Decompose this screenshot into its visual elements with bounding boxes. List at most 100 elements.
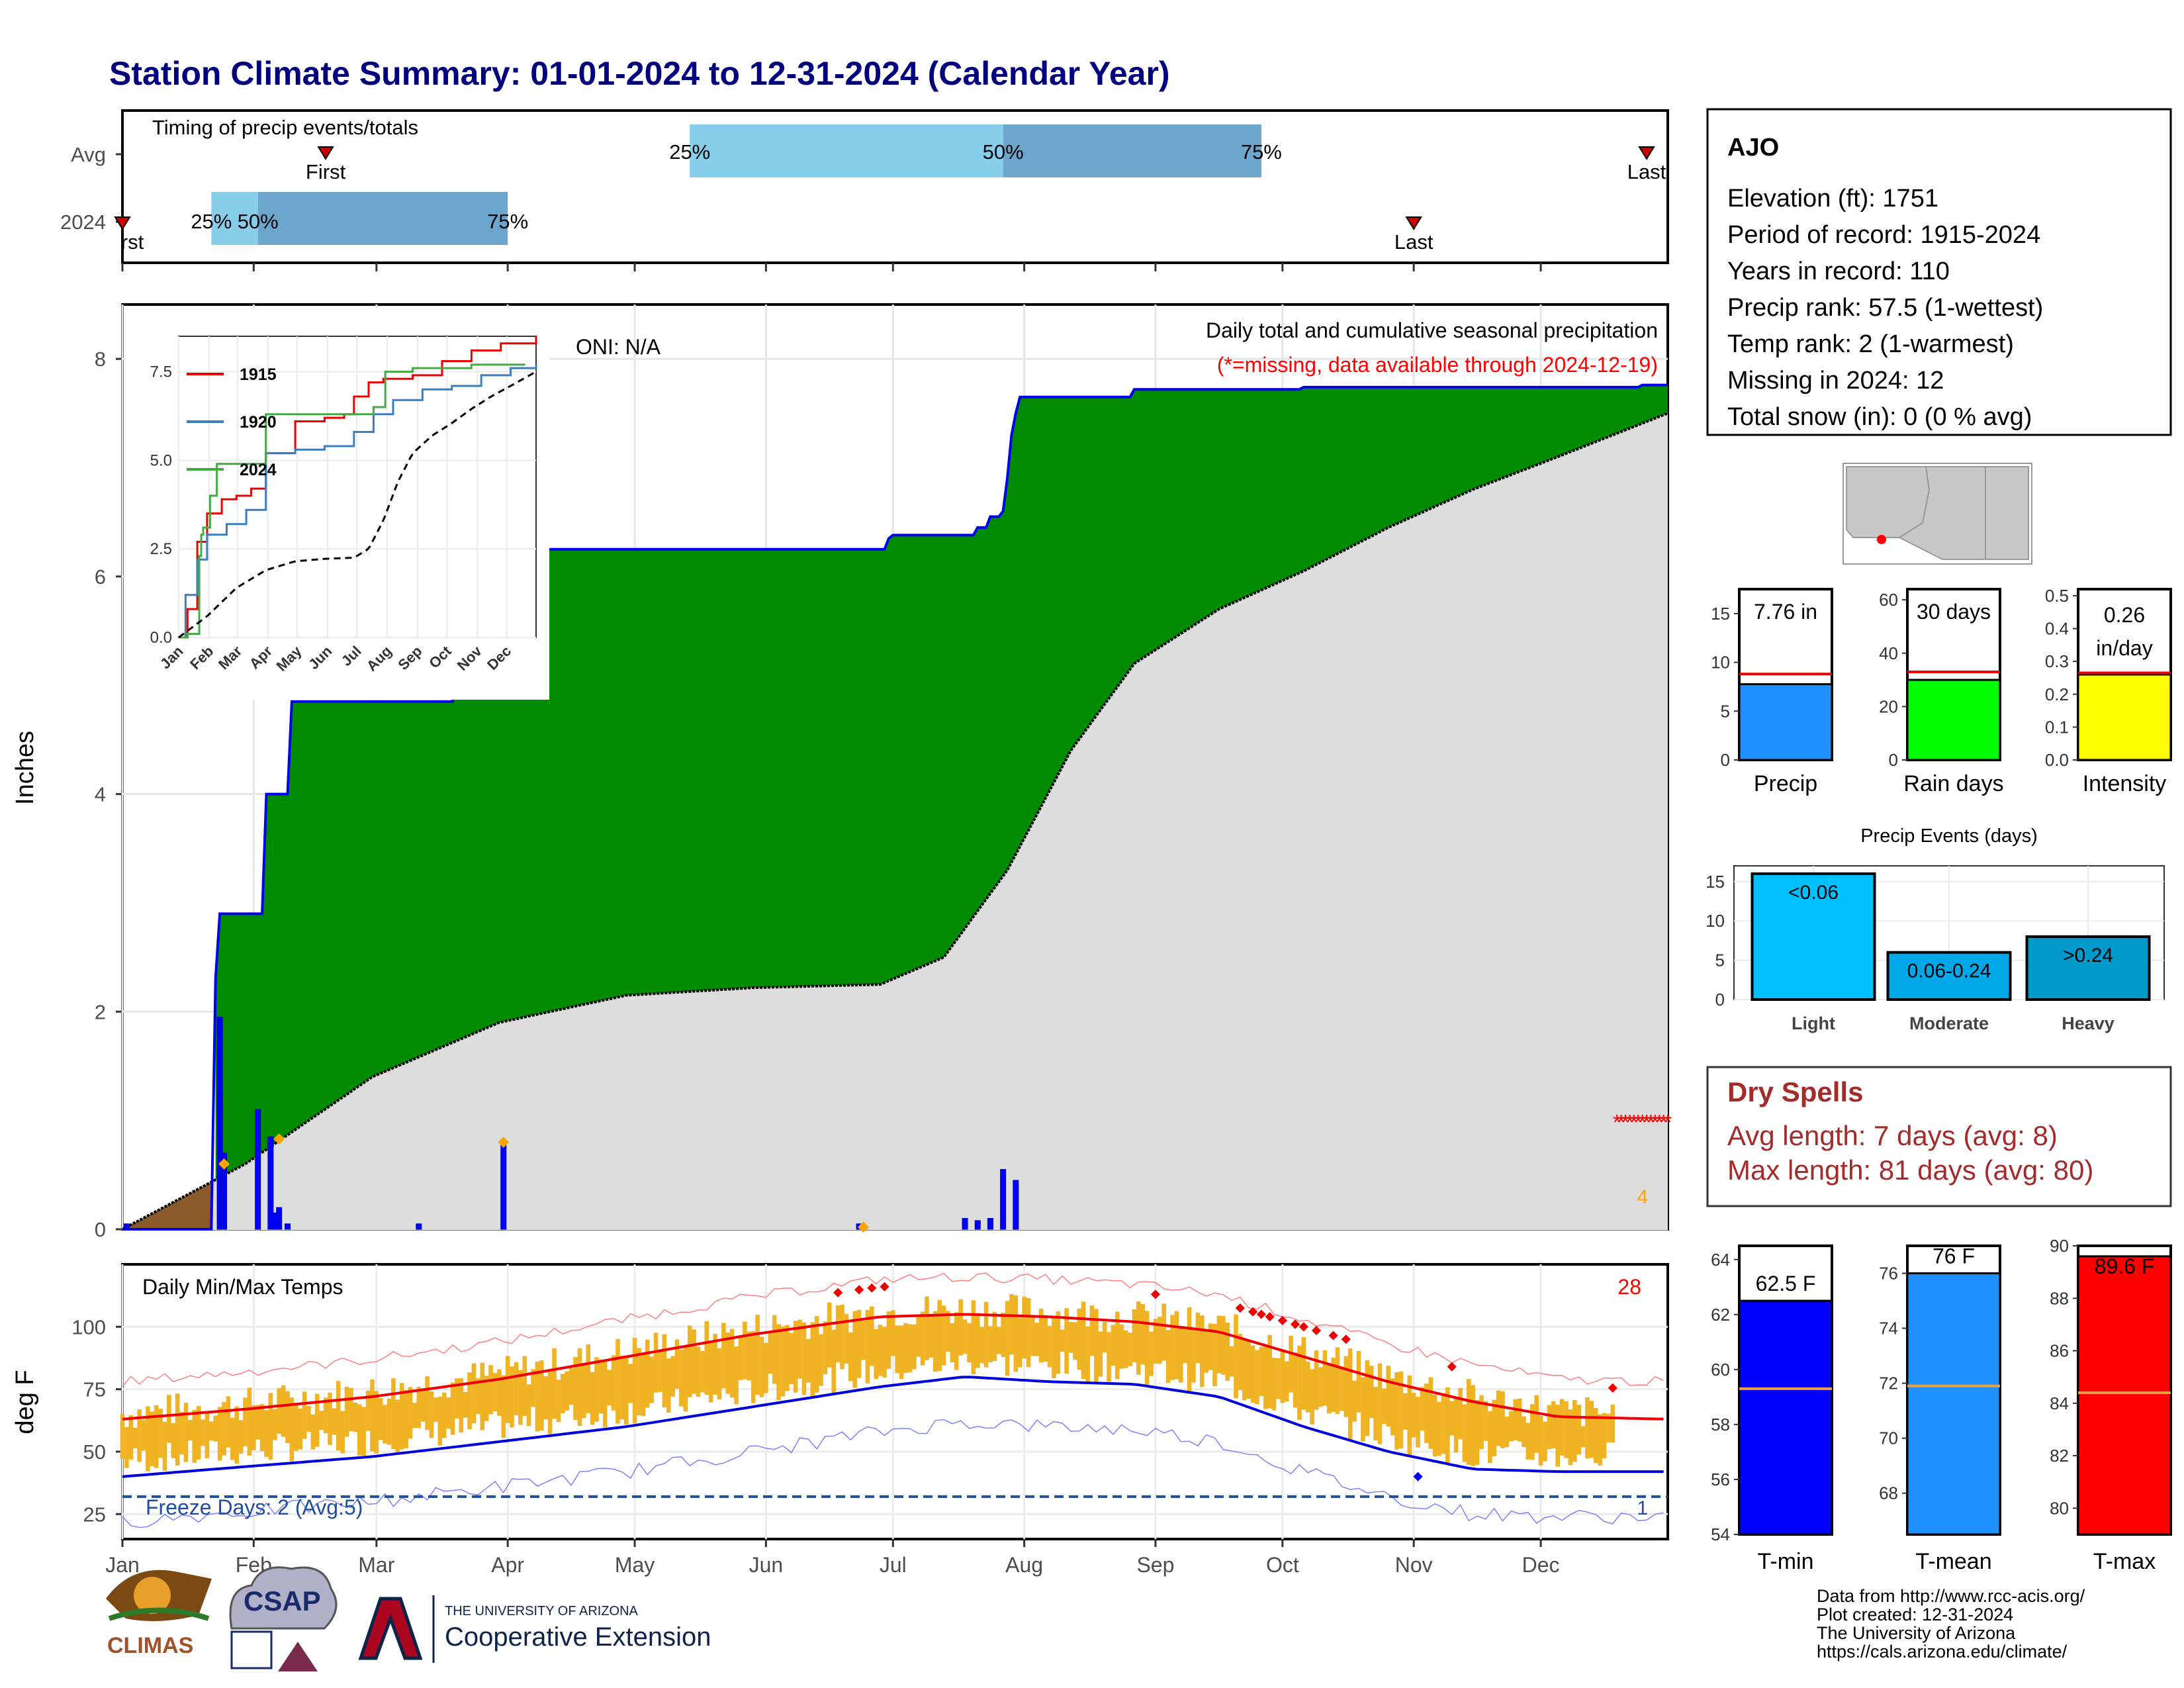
daily-temp-bar: [150, 1411, 155, 1466]
missing-day-marker: *: [1634, 1111, 1642, 1135]
month-tick-label: Dec: [1522, 1553, 1560, 1577]
timing-panel: Timing of precip events/totals Avg 2024 …: [60, 109, 1669, 264]
daily-temp-bar: [264, 1410, 269, 1457]
daily-temp-bar: [755, 1315, 760, 1395]
daily-temp-bar: [565, 1371, 570, 1411]
daily-temp-bar: [425, 1376, 430, 1430]
daily-temp-bar: [1589, 1401, 1594, 1458]
daily-temp-bar: [840, 1304, 844, 1370]
daily-temp-bar: [1115, 1311, 1120, 1380]
missing-day-marker: *: [1625, 1111, 1633, 1135]
daily-temp-bar: [1030, 1315, 1035, 1356]
daily-temp-bar: [1386, 1366, 1391, 1427]
freeze-days-text: Freeze Days: 2 (Avg:5): [146, 1495, 363, 1519]
mini-bar-tick-label: 20: [1879, 696, 1898, 716]
inset-series-line: [179, 363, 525, 639]
mini-bar-value: [1738, 683, 1833, 761]
missing-day-marker: *: [1664, 1111, 1672, 1135]
inset-ytick-label: 7.5: [150, 363, 172, 381]
daily-temp-bar: [1081, 1301, 1086, 1380]
precip-ytick-label: 8: [95, 348, 106, 371]
month-tick-label: Nov: [1395, 1553, 1433, 1577]
daily-temp-bar: [602, 1361, 608, 1428]
daily-temp-bar: [1382, 1388, 1387, 1425]
missing-day-marker: *: [1651, 1111, 1659, 1135]
daily-temp-bar: [391, 1378, 396, 1450]
daily-precip-bar: [416, 1223, 422, 1230]
mini-bar-tick-label: 10: [1711, 653, 1730, 673]
daily-temp-bar: [188, 1420, 193, 1441]
avg-cumulative-area: [122, 413, 1668, 1229]
daily-precip-bar: [255, 1109, 261, 1230]
daily-temp-bar: [374, 1391, 379, 1454]
daily-temp-bar: [848, 1332, 853, 1382]
inset-avg-line: [178, 371, 535, 639]
missing-day-marker: *: [1613, 1111, 1621, 1135]
daily-temp-bar: [1301, 1337, 1306, 1410]
inset-legend-label: 1920: [240, 413, 277, 432]
daily-temp-bar: [289, 1397, 295, 1462]
timing-pct-label: 50%: [238, 210, 279, 233]
daily-temp-bar: [1369, 1366, 1374, 1419]
daily-temp-bar: [1411, 1393, 1416, 1438]
daily-temp-bar: [1009, 1293, 1014, 1355]
daily-temp-bar: [1289, 1336, 1293, 1393]
daily-temp-bar: [729, 1329, 735, 1398]
daily-temp-bar: [179, 1411, 184, 1454]
daily-temp-bar: [1403, 1393, 1408, 1430]
daily-temp-bar: [743, 1321, 747, 1380]
cumulative-2024-line: [122, 383, 1668, 1231]
events-title: Precip Events (days): [1860, 825, 2038, 847]
precip-ytick-label: 2: [95, 1000, 106, 1023]
daily-temp-bar: [539, 1360, 544, 1431]
daily-temp-bar: [1517, 1398, 1522, 1442]
station-line: Years in record: 110: [1727, 258, 1950, 285]
inset-ytick-label: 5.0: [150, 451, 172, 469]
daily-temp-bar: [201, 1419, 205, 1446]
daily-temp-bar: [243, 1397, 248, 1446]
daily-temp-bar: [1183, 1329, 1188, 1364]
daily-temp-bar: [1259, 1346, 1264, 1396]
events-tick-label: 5: [1715, 951, 1725, 970]
daily-temp-bar: [395, 1399, 400, 1453]
daily-temp-bar: [488, 1365, 493, 1415]
daily-temp-bar: [1149, 1331, 1154, 1376]
daily-temp-bar: [789, 1333, 794, 1384]
daily-temp-bar: [146, 1406, 150, 1472]
daily-temp-bar: [492, 1373, 498, 1412]
daily-temp-bar: [1267, 1335, 1272, 1409]
missing-day-marker: *: [1621, 1111, 1629, 1135]
missing-day-marker: *: [1659, 1111, 1667, 1135]
temp-bar-value-label: 89.6 F: [2095, 1254, 2155, 1278]
temp-bar-value-label: 76 F: [1933, 1244, 1975, 1268]
daily-temp-bar: [903, 1323, 908, 1373]
first-event-label: First: [306, 160, 346, 183]
daily-temp-bar: [336, 1381, 341, 1451]
daily-temp-bar: [247, 1387, 252, 1456]
daily-temp-bar: [205, 1412, 210, 1458]
daily-temp-bar: [298, 1408, 302, 1450]
daily-temp-bar: [1529, 1404, 1535, 1460]
daily-temp-bar: [819, 1334, 823, 1386]
last-event-marker: [1638, 146, 1655, 160]
daily-temp-bar: [717, 1348, 722, 1399]
daily-precip-bar: [123, 1223, 130, 1230]
station-info-box: AJO Elevation (ft): 1751 Period of recor…: [1706, 108, 2172, 436]
station-line: Missing in 2024: 12: [1727, 367, 1944, 395]
daily-temp-bar: [404, 1390, 408, 1449]
daily-temp-bar: [459, 1378, 464, 1433]
daily-temp-bar: [1326, 1364, 1332, 1414]
timing-pct-label: 25%: [191, 210, 232, 233]
daily-temp-bar: [619, 1355, 625, 1420]
daily-precip-bar: [1013, 1180, 1019, 1230]
daily-temp-bar: [1522, 1416, 1526, 1447]
daily-temp-bar: [1373, 1387, 1378, 1441]
daily-temp-bar: [700, 1350, 705, 1393]
daily-temp-bar: [704, 1321, 709, 1395]
daily-temp-bar: [996, 1327, 1001, 1354]
daily-precip-bar: [962, 1218, 968, 1230]
daily-temp-bar: [598, 1359, 604, 1414]
daily-temp-bar: [132, 1427, 138, 1448]
daily-temp-bar: [497, 1369, 502, 1416]
daily-temp-bar: [340, 1411, 345, 1454]
